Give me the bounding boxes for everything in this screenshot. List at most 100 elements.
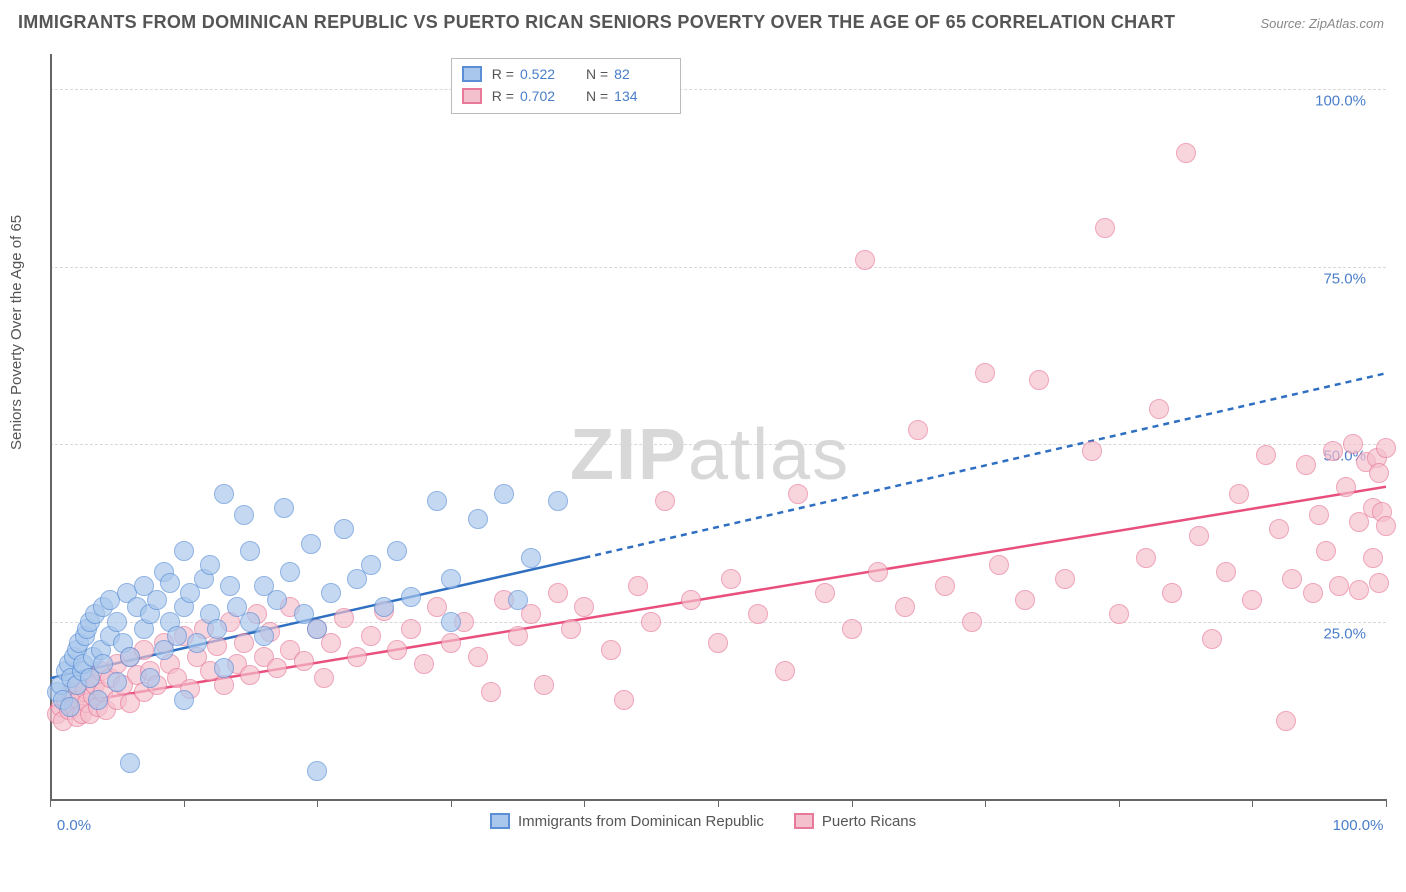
scatter-point-puerto_rican bbox=[655, 491, 675, 511]
scatter-point-dominican bbox=[441, 612, 461, 632]
scatter-point-puerto_rican bbox=[481, 682, 501, 702]
scatter-point-dominican bbox=[374, 597, 394, 617]
scatter-point-puerto_rican bbox=[347, 647, 367, 667]
legend-row-puerto_rican: R =0.702N =134 bbox=[462, 85, 670, 107]
scatter-point-puerto_rican bbox=[1336, 477, 1356, 497]
scatter-point-puerto_rican bbox=[1303, 583, 1323, 603]
scatter-point-dominican bbox=[120, 647, 140, 667]
scatter-point-dominican bbox=[107, 672, 127, 692]
scatter-point-puerto_rican bbox=[334, 608, 354, 628]
scatter-point-puerto_rican bbox=[1269, 519, 1289, 539]
scatter-point-dominican bbox=[307, 761, 327, 781]
scatter-point-puerto_rican bbox=[267, 658, 287, 678]
scatter-point-puerto_rican bbox=[628, 576, 648, 596]
scatter-point-puerto_rican bbox=[1376, 516, 1396, 536]
legend-swatch-dominican bbox=[490, 813, 510, 829]
scatter-point-puerto_rican bbox=[441, 633, 461, 653]
scatter-point-puerto_rican bbox=[414, 654, 434, 674]
scatter-point-puerto_rican bbox=[207, 636, 227, 656]
gridline-horizontal bbox=[50, 89, 1386, 90]
scatter-point-puerto_rican bbox=[361, 626, 381, 646]
scatter-point-puerto_rican bbox=[1176, 143, 1196, 163]
scatter-point-puerto_rican bbox=[1309, 505, 1329, 525]
scatter-point-dominican bbox=[427, 491, 447, 511]
scatter-point-puerto_rican bbox=[1349, 580, 1369, 600]
scatter-point-puerto_rican bbox=[842, 619, 862, 639]
scatter-point-dominican bbox=[334, 519, 354, 539]
scatter-point-puerto_rican bbox=[614, 690, 634, 710]
scatter-point-dominican bbox=[521, 548, 541, 568]
scatter-point-puerto_rican bbox=[1242, 590, 1262, 610]
legend-swatch-dominican bbox=[462, 66, 482, 82]
watermark-light: atlas bbox=[688, 415, 850, 495]
scatter-point-puerto_rican bbox=[1189, 526, 1209, 546]
scatter-point-dominican bbox=[234, 505, 254, 525]
gridline-horizontal bbox=[50, 444, 1386, 445]
legend-swatch-puerto_rican bbox=[794, 813, 814, 829]
scatter-point-dominican bbox=[167, 626, 187, 646]
scatter-point-puerto_rican bbox=[935, 576, 955, 596]
scatter-point-puerto_rican bbox=[815, 583, 835, 603]
r-value: 0.522 bbox=[520, 63, 566, 85]
scatter-point-puerto_rican bbox=[508, 626, 528, 646]
scatter-point-puerto_rican bbox=[601, 640, 621, 660]
scatter-point-puerto_rican bbox=[962, 612, 982, 632]
scatter-point-puerto_rican bbox=[314, 668, 334, 688]
scatter-point-dominican bbox=[441, 569, 461, 589]
scatter-point-dominican bbox=[147, 590, 167, 610]
scatter-point-puerto_rican bbox=[975, 363, 995, 383]
scatter-point-dominican bbox=[120, 753, 140, 773]
scatter-point-puerto_rican bbox=[708, 633, 728, 653]
scatter-point-dominican bbox=[387, 541, 407, 561]
scatter-point-puerto_rican bbox=[1316, 541, 1336, 561]
chart-title: IMMIGRANTS FROM DOMINICAN REPUBLIC VS PU… bbox=[18, 12, 1175, 33]
x-tick-label: 0.0% bbox=[57, 817, 91, 834]
n-value: 134 bbox=[614, 85, 660, 107]
scatter-point-dominican bbox=[401, 587, 421, 607]
scatter-point-dominican bbox=[207, 619, 227, 639]
scatter-point-puerto_rican bbox=[1055, 569, 1075, 589]
scatter-point-puerto_rican bbox=[1369, 573, 1389, 593]
y-tick-label: 100.0% bbox=[1315, 93, 1366, 110]
scatter-point-puerto_rican bbox=[721, 569, 741, 589]
scatter-point-puerto_rican bbox=[240, 665, 260, 685]
scatter-point-dominican bbox=[140, 668, 160, 688]
trendline-ext-dominican bbox=[584, 373, 1386, 557]
legend-label-puerto_rican: Puerto Ricans bbox=[822, 813, 916, 830]
scatter-point-puerto_rican bbox=[868, 562, 888, 582]
scatter-point-puerto_rican bbox=[294, 651, 314, 671]
y-tick-label: 25.0% bbox=[1323, 625, 1366, 642]
x-tick-label: 100.0% bbox=[1333, 817, 1384, 834]
scatter-point-puerto_rican bbox=[1363, 548, 1383, 568]
scatter-point-puerto_rican bbox=[775, 661, 795, 681]
scatter-point-puerto_rican bbox=[748, 604, 768, 624]
n-value: 82 bbox=[614, 63, 660, 85]
scatter-point-puerto_rican bbox=[1343, 434, 1363, 454]
scatter-point-dominican bbox=[214, 484, 234, 504]
scatter-point-puerto_rican bbox=[561, 619, 581, 639]
scatter-point-dominican bbox=[361, 555, 381, 575]
scatter-point-dominican bbox=[240, 541, 260, 561]
scatter-point-dominican bbox=[254, 626, 274, 646]
scatter-point-dominican bbox=[494, 484, 514, 504]
scatter-point-puerto_rican bbox=[1082, 441, 1102, 461]
scatter-point-dominican bbox=[301, 534, 321, 554]
scatter-point-puerto_rican bbox=[548, 583, 568, 603]
x-tick bbox=[1386, 799, 1387, 807]
n-label: N = bbox=[586, 85, 608, 107]
y-axis-label: Seniors Poverty Over the Age of 65 bbox=[8, 215, 25, 450]
scatter-point-puerto_rican bbox=[1095, 218, 1115, 238]
scatter-point-dominican bbox=[274, 498, 294, 518]
plot-area: ZIPatlas 25.0%50.0%75.0%100.0%0.0%100.0%… bbox=[50, 54, 1386, 834]
legend-row-dominican: R =0.522N =82 bbox=[462, 63, 670, 85]
scatter-point-puerto_rican bbox=[908, 420, 928, 440]
scatter-point-puerto_rican bbox=[989, 555, 1009, 575]
scatter-point-dominican bbox=[468, 509, 488, 529]
scatter-point-puerto_rican bbox=[641, 612, 661, 632]
scatter-point-puerto_rican bbox=[1136, 548, 1156, 568]
r-label: R = bbox=[492, 85, 514, 107]
legend-label-dominican: Immigrants from Dominican Republic bbox=[518, 813, 764, 830]
scatter-point-dominican bbox=[267, 590, 287, 610]
scatter-point-puerto_rican bbox=[1369, 463, 1389, 483]
scatter-point-dominican bbox=[200, 555, 220, 575]
